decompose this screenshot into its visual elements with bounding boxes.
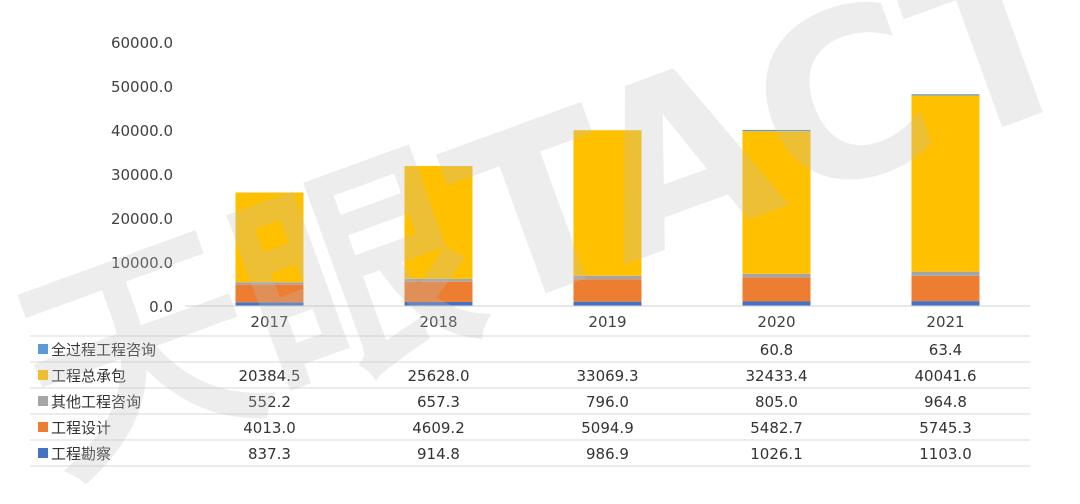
- x-tick-label: 2019: [588, 313, 626, 331]
- bar-segment: [404, 301, 473, 306]
- bar-segment: [235, 284, 304, 303]
- table-row-label: 其他工程咨询: [51, 393, 141, 411]
- legend-swatch: [38, 448, 48, 458]
- table-cell: 33069.3: [576, 367, 638, 385]
- bar-segment: [235, 282, 304, 285]
- table-cell: 25628.0: [407, 367, 469, 385]
- bar-segment: [235, 192, 304, 283]
- bar-segment: [404, 166, 473, 279]
- x-tick-label: 2018: [419, 313, 457, 331]
- legend-swatch: [38, 396, 48, 406]
- bar-segment: [742, 277, 811, 302]
- y-tick-label: 50000.0: [111, 78, 173, 96]
- table-cell: 20384.5: [238, 367, 300, 385]
- bar-segment: [911, 94, 980, 96]
- y-tick-label: 0.0: [149, 298, 173, 316]
- bar-segment: [911, 275, 980, 302]
- legend-swatch: [38, 344, 48, 354]
- bar-segment: [573, 275, 642, 280]
- bar-segment: [742, 301, 811, 306]
- table-cell: 964.8: [924, 393, 967, 411]
- bar-segment: [911, 95, 980, 272]
- table-cell: 837.3: [248, 445, 291, 463]
- table-cell: 63.4: [929, 341, 962, 359]
- bar-segment: [573, 279, 642, 302]
- x-tick-label: 2021: [926, 313, 964, 331]
- y-tick-label: 40000.0: [111, 122, 173, 140]
- table-cell: 986.9: [586, 445, 629, 463]
- table-cell: 60.8: [760, 341, 793, 359]
- table-row-label: 工程勘察: [51, 445, 111, 463]
- table-cell: 914.8: [417, 445, 460, 463]
- table-row-label: 全过程工程咨询: [51, 341, 156, 359]
- table-cell: 5094.9: [581, 419, 634, 437]
- y-tick-label: 30000.0: [111, 166, 173, 184]
- table-cell: 4609.2: [412, 419, 465, 437]
- x-tick-label: 2017: [250, 313, 288, 331]
- table-cell: 552.2: [248, 393, 291, 411]
- table-cell: 5482.7: [750, 419, 803, 437]
- table-cell: 32433.4: [745, 367, 807, 385]
- table-cell: 1026.1: [750, 445, 803, 463]
- bars-layer: [235, 94, 980, 306]
- bar-segment: [235, 302, 304, 306]
- bar-segment: [573, 130, 642, 276]
- table-row-label: 工程设计: [51, 419, 111, 437]
- bar-segment: [404, 278, 473, 282]
- axis-layer: 0.0 10000.0 20000.0 30000.0 40000.0 50000.0 60…: [111, 34, 1030, 331]
- legend-swatch: [38, 422, 48, 432]
- table-cell: 4013.0: [243, 419, 296, 437]
- data-table: 全过程工程咨询 60.8 63.4 工程总承包 20384.5 25628.0 33069.…: [30, 335, 1030, 467]
- table-cell: 805.0: [755, 393, 798, 411]
- table-cell: 1103.0: [919, 445, 972, 463]
- y-tick-label: 20000.0: [111, 210, 173, 228]
- table-cell: 796.0: [586, 393, 629, 411]
- bar-segment: [573, 301, 642, 306]
- bar-segment: [911, 301, 980, 306]
- bar-segment: [742, 129, 811, 132]
- table-cell: 40041.6: [914, 367, 976, 385]
- table-row-label: 工程总承包: [51, 367, 126, 385]
- x-tick-label: 2020: [757, 313, 795, 331]
- y-tick-label: 10000.0: [111, 254, 173, 272]
- table-cell: 5745.3: [919, 419, 972, 437]
- table-cell: 657.3: [417, 393, 460, 411]
- legend-swatch: [38, 370, 48, 380]
- bar-segment: [911, 271, 980, 276]
- bar-segment: [742, 131, 811, 274]
- bar-segment: [742, 273, 811, 278]
- bar-segment: [404, 281, 473, 302]
- y-tick-label: 60000.0: [111, 34, 173, 52]
